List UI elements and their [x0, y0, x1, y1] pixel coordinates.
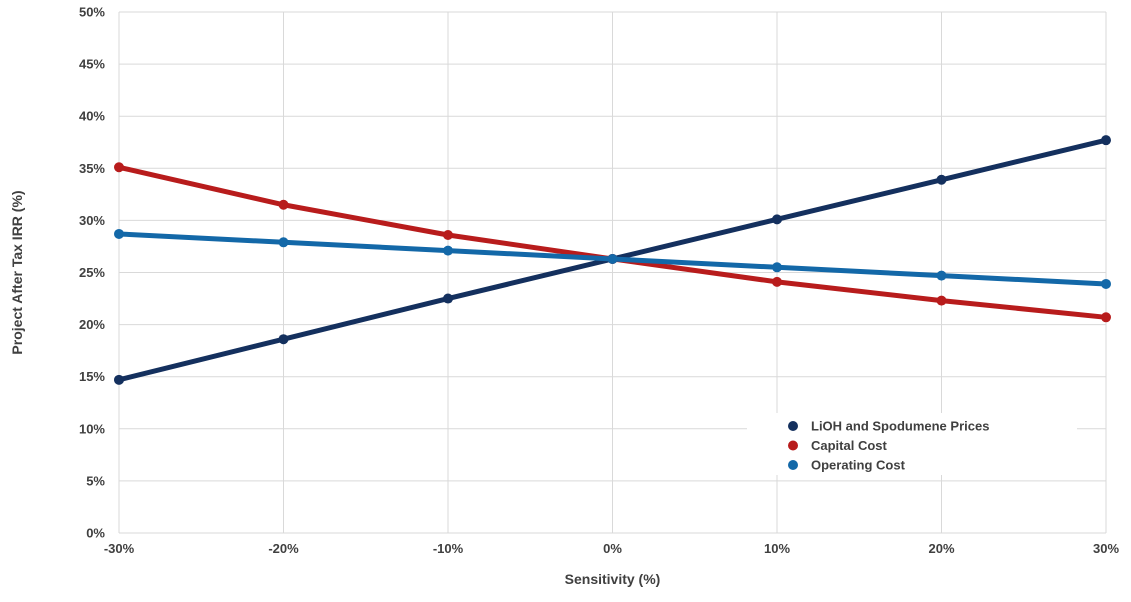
series-group — [114, 135, 1111, 385]
data-point — [278, 237, 289, 248]
y-tick-label: 10% — [79, 421, 105, 436]
y-tick-label: 35% — [79, 161, 105, 176]
data-point — [278, 334, 289, 345]
data-point — [114, 374, 124, 385]
data-point — [936, 295, 947, 306]
y-tick-label: 25% — [79, 265, 105, 280]
x-tick-label: -30% — [104, 541, 135, 556]
legend-background — [747, 413, 1077, 475]
legend-marker — [788, 421, 798, 431]
y-tick-label: 40% — [79, 109, 105, 124]
y-tick-label: 30% — [79, 213, 105, 228]
x-tick-label: 0% — [603, 541, 622, 556]
legend-label: Capital Cost — [811, 438, 888, 453]
x-axis-title: Sensitivity (%) — [565, 571, 661, 587]
series-3 — [114, 228, 1111, 289]
data-point — [772, 262, 782, 273]
data-point — [936, 270, 947, 281]
data-point — [1101, 312, 1111, 323]
data-point — [936, 174, 947, 185]
y-tick-label: 5% — [86, 473, 105, 488]
data-point — [278, 199, 289, 210]
grid — [118, 11, 1107, 534]
axes: 0% 5% 10% 15% 20% 25% 30% 35% 40% 45% 50% -30% -20% -… — [79, 5, 1119, 557]
y-tick-label: 20% — [79, 317, 105, 332]
x-tick-label: -20% — [268, 541, 299, 556]
legend-item: LiOH and Spodumene Prices — [788, 419, 989, 434]
data-point — [772, 276, 782, 287]
data-point — [1101, 278, 1111, 289]
data-point — [443, 245, 453, 256]
data-point — [772, 214, 782, 225]
data-point — [443, 229, 453, 240]
x-tick-label: -10% — [433, 541, 464, 556]
legend-label: LiOH and Spodumene Prices — [811, 419, 989, 434]
data-point — [1101, 135, 1111, 146]
legend-marker — [788, 460, 798, 470]
y-tick-label: 45% — [79, 57, 105, 72]
x-tick-label: 10% — [764, 541, 790, 556]
y-tick-label: 50% — [79, 5, 105, 20]
x-tick-label: 30% — [1093, 541, 1119, 556]
y-tick-label: 15% — [79, 369, 105, 384]
legend: LiOH and Spodumene Prices Capital Cost Ope… — [747, 413, 1077, 475]
legend-item: Capital Cost — [788, 438, 888, 453]
x-tick-label: 20% — [928, 541, 954, 556]
legend-item: Operating Cost — [788, 458, 906, 473]
data-point — [114, 228, 124, 239]
data-point — [114, 162, 124, 173]
y-tick-label: 0% — [86, 526, 105, 541]
data-point — [443, 293, 453, 304]
legend-marker — [788, 440, 798, 451]
legend-label: Operating Cost — [811, 458, 906, 473]
y-axis-title: Project After Tax IRR (%) — [9, 190, 25, 354]
data-point — [607, 253, 618, 264]
